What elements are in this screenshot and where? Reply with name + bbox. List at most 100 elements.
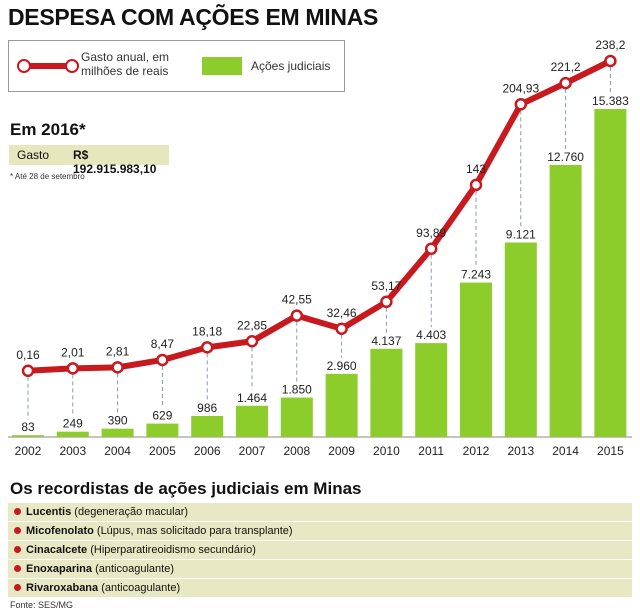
bar-value-label: 4.403	[416, 328, 446, 342]
line-point	[469, 178, 483, 192]
x-tick-label: 2011	[418, 444, 444, 458]
drug-desc: (Hiperparatireoidismo secundário)	[90, 544, 256, 556]
drug-name: Rivaroxabana	[26, 582, 99, 594]
gasto-2016-box: Gasto R$ 192.915.983,10	[9, 145, 169, 176]
bullet-icon	[14, 565, 21, 572]
line-value-label: 32,46	[327, 306, 357, 320]
source-note: Fonte: SES/MG	[10, 600, 74, 610]
bar-value-label: 390	[108, 414, 128, 428]
list-item: Enoxaparina (anticoagulante)	[8, 560, 632, 578]
bar	[504, 242, 537, 437]
bar-value-label: 4.137	[371, 334, 401, 348]
drug-desc: (Lúpus, mas solicitado para transplante)	[96, 525, 293, 537]
x-tick-labels: 2002 2003 2004 2005 2006 2007 2008 2009 2010 2011…	[15, 444, 624, 458]
recordistas-list: Lucentis (degeneração macular) Micofenol…	[8, 503, 632, 598]
line-point	[380, 295, 393, 309]
bar	[101, 428, 134, 437]
bar-value-label: 83	[21, 420, 35, 434]
line-point	[111, 361, 124, 374]
footnote-2016: * Até 28 de setembro	[10, 172, 85, 181]
bar	[460, 282, 492, 437]
legend-line-marker-left	[17, 59, 31, 73]
connector-lines	[27, 67, 611, 420]
list-item: Rivaroxabana (anticoagulante)	[8, 579, 632, 597]
line-value-label: 2,81	[106, 344, 130, 358]
line-point	[559, 76, 572, 90]
bar	[146, 423, 179, 437]
x-tick-label: 2012	[463, 444, 490, 458]
drug-name: Cinacalcete	[26, 544, 88, 556]
line-point	[66, 362, 80, 375]
list-item: Micofenolato (Lúpus, mas solicitado para…	[8, 522, 632, 540]
x-tick-label: 2003	[59, 444, 86, 458]
bar-value-label: 9.121	[506, 228, 536, 242]
bar-value-label: 1.464	[237, 391, 267, 405]
series-line	[25, 58, 614, 374]
x-tick-label: 2009	[328, 444, 355, 458]
bar-value-label: 629	[152, 409, 172, 423]
line-point	[514, 98, 528, 111]
bar	[370, 348, 403, 437]
legend-line-swatch	[21, 63, 73, 69]
line-series	[21, 54, 617, 378]
x-tick-label: 2006	[194, 444, 221, 458]
line-point	[335, 322, 348, 336]
legend-bar-swatch	[202, 57, 242, 75]
bar-value-label: 249	[63, 417, 83, 431]
bar-value-label: 15.383	[592, 94, 629, 108]
legend-bar-label: Ações judiciais	[251, 59, 331, 73]
list-item: Cinacalcete (Hiperparatireoidismo secund…	[8, 541, 632, 559]
bar-value-label: 12.760	[547, 150, 584, 164]
drug-desc: (degeneração macular)	[74, 506, 189, 518]
bullet-icon	[14, 546, 21, 553]
bar-series	[12, 109, 627, 438]
bar	[56, 431, 89, 437]
bullet-icon	[14, 508, 21, 515]
drug-name: Micofenolato	[26, 525, 94, 537]
line-point	[21, 364, 35, 378]
line-point	[156, 353, 169, 367]
x-tick-label: 2005	[149, 444, 176, 458]
line-value-labels: 0,16 2,01 2,81 8,47 18,18 22,85 42,55 32,46 53,1…	[16, 38, 625, 362]
bar	[12, 435, 44, 437]
line-value-label: 42,55	[282, 293, 312, 307]
x-tick-label: 2013	[507, 444, 534, 458]
bar	[415, 343, 448, 437]
line-value-label: 18,18	[192, 324, 222, 338]
line-value-label: 93,89	[416, 226, 446, 240]
bar-value-labels: 83 249 390 629 986 1.464 1.850 2.960 4.137 4.403 7…	[21, 94, 629, 434]
line-value-label: 238,2	[595, 38, 625, 52]
line-point	[604, 54, 617, 68]
bar	[549, 164, 582, 438]
line-value-label: 204,93	[502, 81, 539, 95]
x-tick-label: 2008	[283, 444, 310, 458]
x-tick-label: 2014	[552, 444, 579, 458]
bar	[191, 415, 224, 437]
x-tick-label: 2010	[373, 444, 400, 458]
bar-value-label: 986	[197, 401, 217, 415]
legend-line-label: Gasto anual, em milhões de reais	[81, 50, 170, 78]
line-point	[424, 242, 438, 256]
bar-value-label: 2.960	[327, 359, 357, 373]
bar-value-label: 1.850	[282, 383, 312, 397]
line-value-label: 2,01	[61, 345, 85, 359]
legend: Gasto anual, em milhões de reais Ações j…	[8, 40, 345, 92]
line-value-label: 22,85	[237, 318, 267, 332]
drug-desc: (anticoagulante)	[95, 563, 174, 575]
bar	[280, 397, 313, 437]
gasto-label: Gasto	[17, 148, 50, 162]
recordistas-title: Os recordistas de ações judiciais em Min…	[10, 479, 362, 498]
bar-value-label: 7.243	[461, 268, 491, 282]
chart-title: DESPESA COM AÇÕES EM MINAS	[8, 4, 379, 30]
x-tick-label: 2002	[15, 444, 42, 458]
drug-name: Lucentis	[26, 506, 72, 518]
drug-desc: (anticoagulante)	[101, 582, 181, 594]
x-tick-label: 2015	[597, 444, 624, 458]
drug-name: Enoxaparina	[26, 563, 93, 575]
line-value-label: 8,47	[151, 337, 175, 351]
bar	[236, 405, 268, 437]
line-value-label: 53,17	[371, 279, 401, 293]
line-value-label: 221,2	[551, 60, 581, 74]
legend-line-marker-right	[65, 59, 79, 73]
x-tick-label: 2007	[239, 444, 266, 458]
